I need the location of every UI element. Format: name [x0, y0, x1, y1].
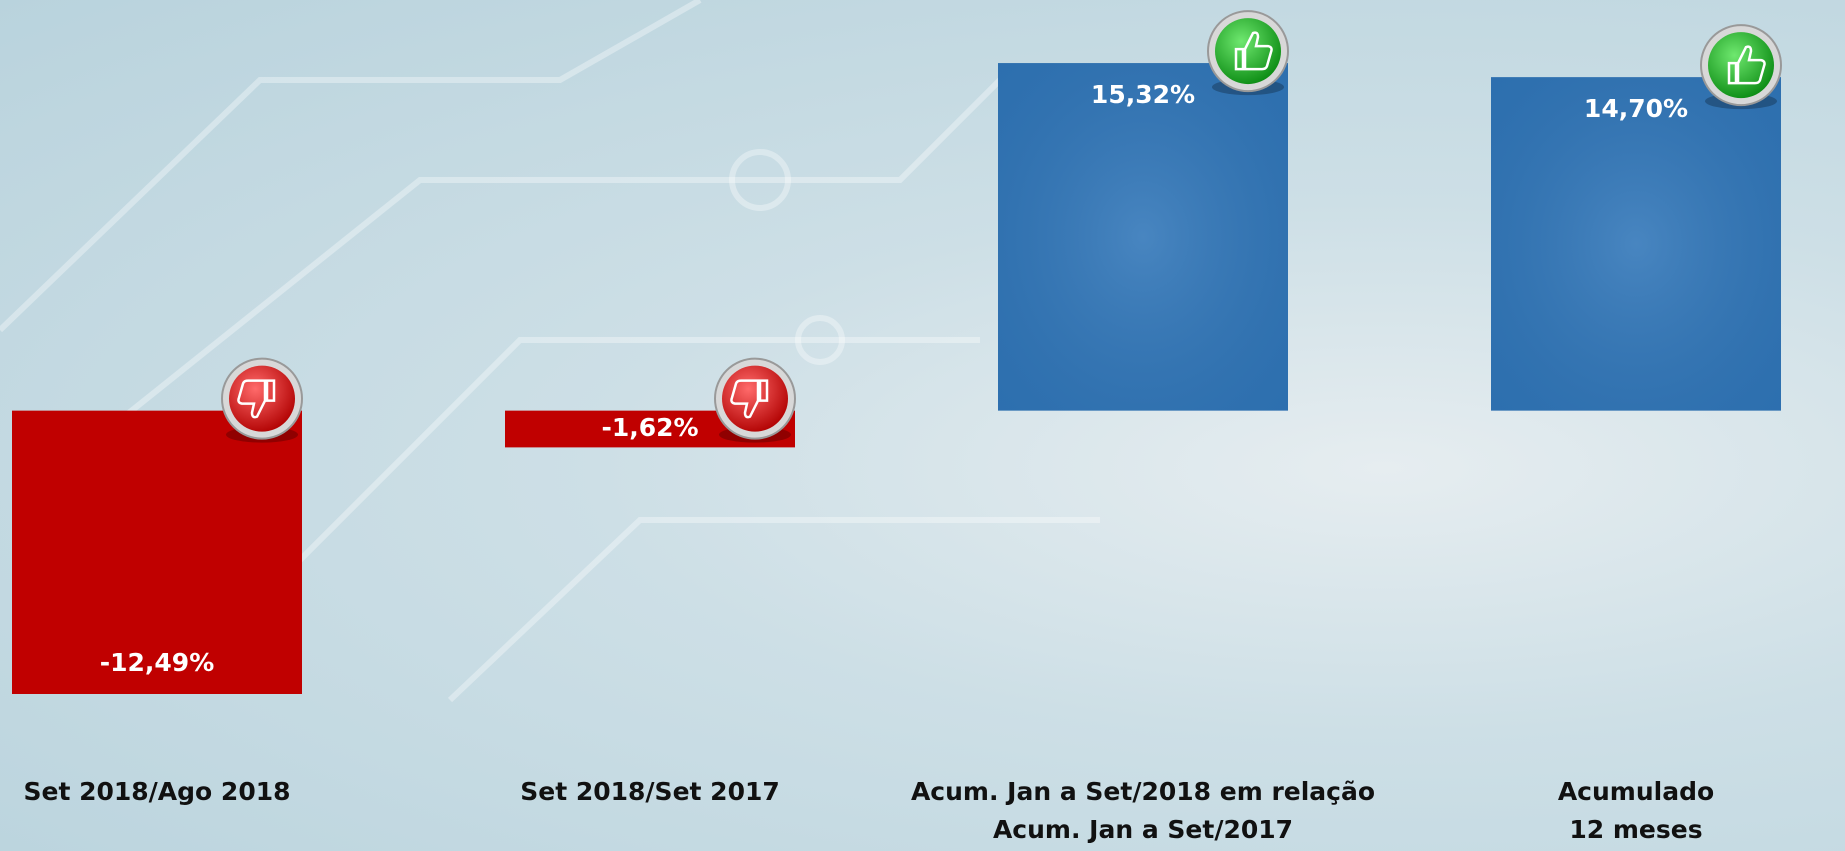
value-label: 14,70%	[1584, 94, 1688, 123]
bar-shade	[998, 63, 1288, 411]
icon-thumb	[730, 379, 769, 419]
bar-shade	[1491, 77, 1781, 411]
bar	[12, 410, 302, 694]
icon-thumb	[1727, 45, 1766, 85]
thumb-up-icon	[1700, 24, 1782, 110]
value-label: 15,32%	[1091, 80, 1195, 109]
x-tick-label: Set 2018/Set 2017	[520, 777, 780, 806]
circuit-decoration	[0, 0, 1100, 703]
thumb-down-icon	[714, 357, 796, 443]
x-tick-label: Set 2018/Ago 2018	[23, 777, 291, 806]
thumb-up-icon	[1207, 10, 1289, 96]
icon-thumb	[1234, 31, 1273, 71]
icon-thumb	[237, 379, 276, 419]
thumb-down-icon	[221, 357, 303, 443]
x-tick-label: Acum. Jan a Set/2018 em relação Acum. Ja…	[910, 777, 1376, 844]
x-tick-label: Acumulado 12 meses	[1557, 777, 1715, 844]
value-label: -1,62%	[601, 413, 698, 442]
value-label: -12,49%	[100, 648, 215, 677]
